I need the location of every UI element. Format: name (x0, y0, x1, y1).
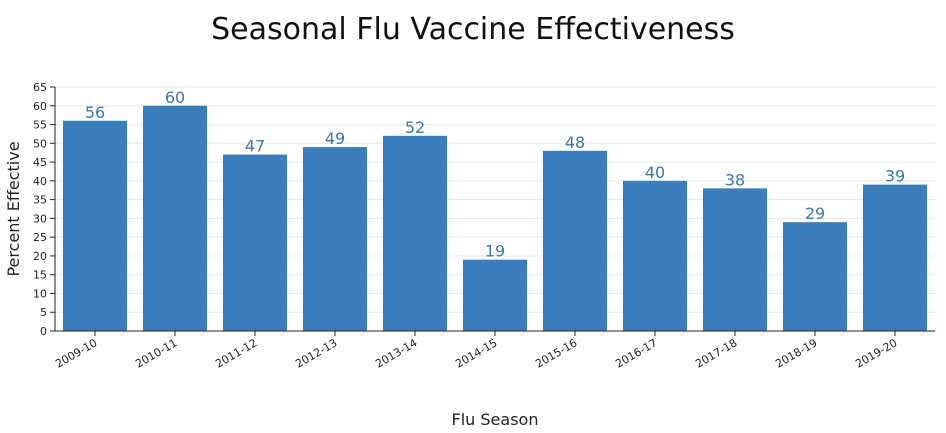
bar (543, 150, 607, 331)
bar (303, 147, 367, 331)
y-tick-label: 45 (33, 156, 47, 169)
y-tick-label: 15 (33, 269, 47, 282)
y-axis-label: Percent Effective (4, 141, 23, 276)
x-tick-label: 2015-16 (533, 336, 579, 370)
bar-data-label: 39 (885, 167, 905, 186)
bar-data-label: 49 (325, 129, 345, 148)
x-tick-label: 2012-13 (293, 336, 339, 370)
bar (463, 259, 527, 331)
y-tick-label: 50 (33, 137, 47, 150)
bar-data-label: 40 (645, 163, 665, 182)
x-tick-label: 2016-17 (613, 336, 659, 370)
x-tick-label: 2018-19 (773, 336, 819, 370)
y-tick-label: 55 (33, 119, 47, 132)
chart-title: Seasonal Flu Vaccine Effectiveness (211, 12, 735, 47)
bar (703, 188, 767, 331)
y-tick-label: 20 (33, 250, 47, 263)
x-axis-label: Flu Season (452, 410, 539, 429)
x-tick-label: 2017-18 (693, 336, 739, 370)
x-tick-label: 2009-10 (53, 336, 99, 370)
bar-data-label: 19 (485, 242, 505, 261)
bar (783, 222, 847, 331)
y-tick-label: 35 (33, 194, 47, 207)
y-tick-label: 65 (33, 81, 47, 94)
y-tick-label: 10 (33, 287, 47, 300)
bar-data-label: 29 (805, 204, 825, 223)
y-tick-label: 40 (33, 175, 47, 188)
y-tick-label: 60 (33, 100, 47, 113)
bars: 56 60 47 49 52 19 48 40 38 29 39 (63, 88, 927, 332)
bar-data-label: 48 (565, 133, 585, 152)
bar (383, 135, 447, 331)
y-tick-label: 5 (40, 306, 47, 319)
x-tick-label: 2013-14 (373, 336, 419, 370)
x-tick-label: 2011-12 (213, 336, 259, 370)
bar-data-label: 52 (405, 118, 425, 137)
bar (223, 154, 287, 331)
y-tick-label: 25 (33, 231, 47, 244)
bar (623, 180, 687, 331)
bar-data-label: 47 (245, 137, 265, 156)
y-tick-label: 30 (33, 212, 47, 225)
bar (63, 120, 127, 332)
bar-data-label: 38 (725, 170, 745, 189)
y-tick-label: 0 (40, 325, 47, 338)
bar-data-label: 56 (85, 103, 105, 122)
x-tick-label: 2014-15 (453, 336, 499, 370)
x-tick-label: 2010-11 (133, 336, 179, 370)
bar-data-label: 60 (165, 88, 185, 107)
bar (143, 105, 207, 332)
x-tick-label: 2019-20 (853, 336, 899, 370)
bar (863, 184, 927, 331)
